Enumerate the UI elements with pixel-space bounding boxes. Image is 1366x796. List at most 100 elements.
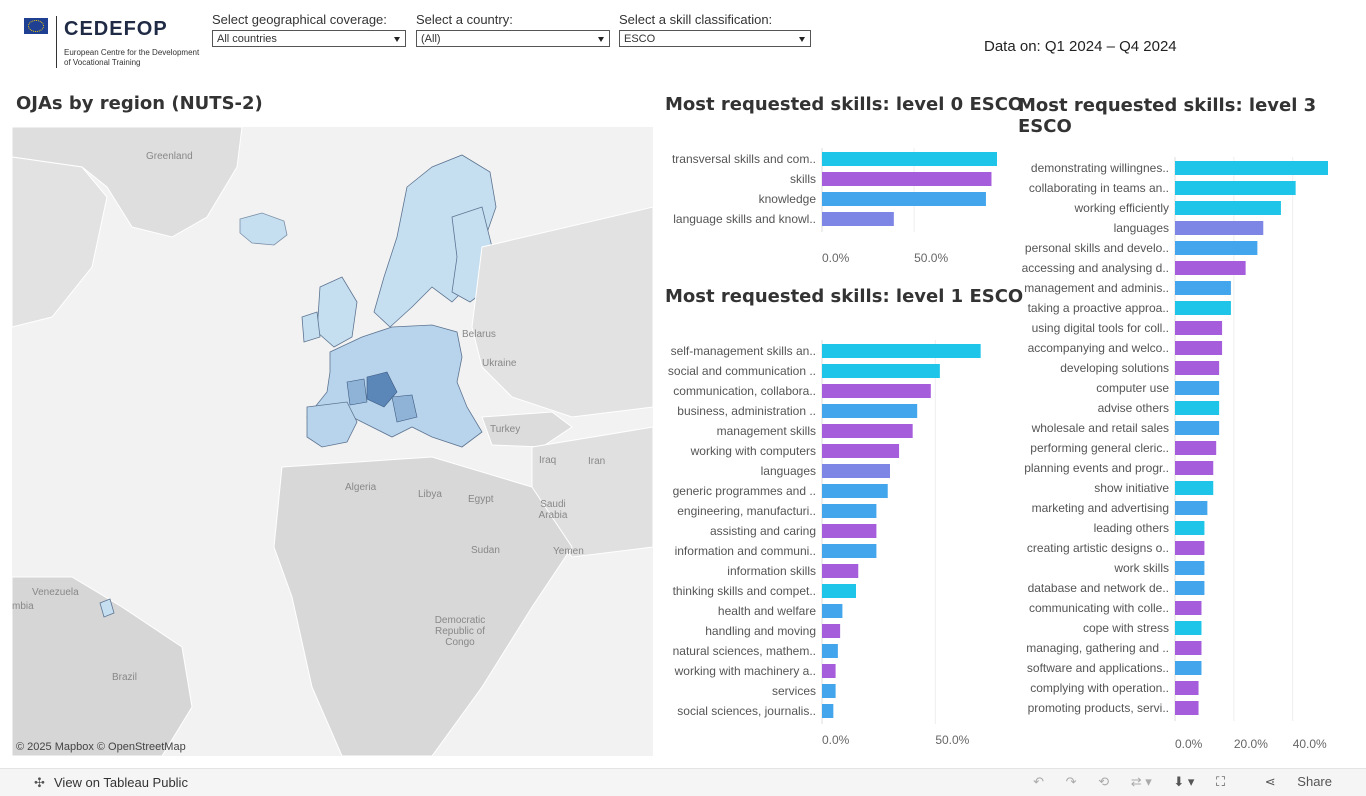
map-label-saudi-arabia: Saudi Arabia bbox=[538, 499, 568, 521]
category-label: languages bbox=[1114, 221, 1169, 235]
bar[interactable] bbox=[822, 704, 834, 718]
x-tick-label: 0.0% bbox=[822, 251, 850, 265]
category-label: management skills bbox=[717, 424, 816, 438]
bar[interactable] bbox=[1175, 161, 1328, 175]
map-label-turkey: Turkey bbox=[490, 424, 521, 435]
chart-level3[interactable]: 0.0% 20.0% 40.0% demonstrating willingnes..… bbox=[1008, 157, 1348, 757]
bar[interactable] bbox=[1175, 421, 1220, 435]
geo-coverage-filter: Select geographical coverage: All countr… bbox=[212, 12, 406, 47]
cedefop-logo: CEDEFOP European Centre for the Developm… bbox=[24, 16, 204, 70]
category-label: languages bbox=[761, 464, 816, 478]
bar[interactable] bbox=[822, 444, 900, 458]
bar[interactable] bbox=[1175, 681, 1199, 695]
x-tick-label: 50.0% bbox=[914, 251, 948, 265]
bar[interactable] bbox=[1175, 701, 1199, 715]
bar[interactable] bbox=[822, 484, 888, 498]
bar[interactable] bbox=[822, 544, 877, 558]
category-label: management and adminis.. bbox=[1024, 281, 1169, 295]
bar[interactable] bbox=[1175, 401, 1220, 415]
category-label: performing general cleric.. bbox=[1030, 441, 1169, 455]
map-label-egypt: Egypt bbox=[468, 494, 494, 505]
category-label: accompanying and welco.. bbox=[1028, 341, 1169, 355]
bar[interactable] bbox=[1175, 281, 1231, 295]
category-label: business, administration .. bbox=[677, 404, 816, 418]
bar[interactable] bbox=[1175, 181, 1296, 195]
bar[interactable] bbox=[822, 344, 981, 358]
bar[interactable] bbox=[1175, 581, 1205, 595]
bar[interactable] bbox=[1175, 501, 1208, 515]
bar[interactable] bbox=[822, 604, 843, 618]
bar[interactable] bbox=[822, 624, 841, 638]
bar[interactable] bbox=[1175, 601, 1202, 615]
bar[interactable] bbox=[1175, 221, 1264, 235]
bar[interactable] bbox=[1175, 621, 1202, 635]
bar[interactable] bbox=[1175, 441, 1217, 455]
bar[interactable] bbox=[822, 664, 836, 678]
refresh-icon[interactable]: ⇄ ▾ bbox=[1130, 774, 1152, 789]
bar[interactable] bbox=[822, 152, 997, 166]
revert-icon[interactable]: ⟲ bbox=[1098, 774, 1110, 789]
bar[interactable] bbox=[1175, 461, 1214, 475]
category-label: personal skills and develo.. bbox=[1025, 241, 1169, 255]
bar[interactable] bbox=[1175, 341, 1223, 355]
category-label: language skills and knowl.. bbox=[673, 212, 816, 226]
category-label: developing solutions bbox=[1060, 361, 1169, 375]
bar[interactable] bbox=[1175, 521, 1205, 535]
bar[interactable] bbox=[822, 504, 877, 518]
category-label: social and communication .. bbox=[668, 364, 816, 378]
bar[interactable] bbox=[822, 404, 918, 418]
skill-classification-select[interactable]: ESCO bbox=[619, 30, 811, 47]
category-label: assisting and caring bbox=[710, 524, 816, 538]
redo-icon[interactable]: ↷ bbox=[1065, 774, 1077, 789]
chart-level0[interactable]: 0.0% 50.0% transversal skills and com.. ski… bbox=[656, 148, 997, 265]
category-label: communication, collabora.. bbox=[673, 384, 816, 398]
map-canvas bbox=[12, 127, 653, 756]
bar[interactable] bbox=[1175, 381, 1220, 395]
bar[interactable] bbox=[1175, 321, 1223, 335]
bar[interactable] bbox=[822, 564, 859, 578]
bar[interactable] bbox=[822, 644, 838, 658]
category-label: marketing and advertising bbox=[1032, 501, 1169, 515]
region-map[interactable]: Greenland Belarus Ukraine Turkey Iraq Ir… bbox=[12, 127, 653, 756]
tableau-icon: ✣ bbox=[34, 775, 45, 790]
bar[interactable] bbox=[1175, 201, 1281, 215]
bar[interactable] bbox=[1175, 641, 1202, 655]
bar[interactable] bbox=[822, 424, 913, 438]
fullscreen-icon[interactable]: ⛶ bbox=[1216, 774, 1226, 789]
tableau-footer: ✣ View on Tableau Public ↶ ↷ ⟲ ⇄ ▾ ⬇ ▾ ⛶ … bbox=[0, 768, 1366, 796]
bar[interactable] bbox=[822, 464, 890, 478]
bar[interactable] bbox=[1175, 261, 1246, 275]
chart-level1[interactable]: 0.0% 50.0% self-management skills an.. soci… bbox=[656, 340, 996, 754]
bar[interactable] bbox=[1175, 561, 1205, 575]
download-icon[interactable]: ⬇ ▾ bbox=[1173, 774, 1195, 789]
bar[interactable] bbox=[822, 212, 894, 226]
bar[interactable] bbox=[822, 524, 877, 538]
view-on-tableau-link[interactable]: ✣ View on Tableau Public bbox=[34, 775, 188, 790]
geo-coverage-select[interactable]: All countries bbox=[212, 30, 406, 47]
bar[interactable] bbox=[822, 384, 931, 398]
geo-coverage-label: Select geographical coverage: bbox=[212, 12, 387, 27]
bar[interactable] bbox=[1175, 541, 1205, 555]
share-button[interactable]: ⋖ Share bbox=[1264, 774, 1332, 789]
bar[interactable] bbox=[1175, 301, 1231, 315]
bar[interactable] bbox=[1175, 481, 1214, 495]
chart-level0-svg: 0.0% 50.0% transversal skills and com.. ski… bbox=[672, 148, 997, 265]
bar[interactable] bbox=[822, 584, 856, 598]
bar[interactable] bbox=[1175, 241, 1258, 255]
category-label: collaborating in teams an.. bbox=[1029, 181, 1169, 195]
bar[interactable] bbox=[822, 684, 836, 698]
map-label-venezuela: Venezuela bbox=[32, 587, 79, 598]
map-attribution[interactable]: © 2025 Mapbox © OpenStreetMap bbox=[16, 741, 186, 753]
bar[interactable] bbox=[822, 364, 940, 378]
bar[interactable] bbox=[822, 192, 986, 206]
bar[interactable] bbox=[822, 172, 992, 186]
bar[interactable] bbox=[1175, 361, 1220, 375]
map-label-belarus: Belarus bbox=[462, 329, 496, 340]
toolbar: ↶ ↷ ⟲ ⇄ ▾ ⬇ ▾ ⛶ ⋖ Share bbox=[1015, 774, 1332, 790]
skill-classification-filter: Select a skill classification: ESCO bbox=[619, 12, 813, 47]
x-tick-label: 0.0% bbox=[1175, 737, 1203, 751]
country-select[interactable]: (All) bbox=[416, 30, 610, 47]
bar[interactable] bbox=[1175, 661, 1202, 675]
undo-icon[interactable]: ↶ bbox=[1033, 774, 1045, 789]
chart-level1-svg: 0.0% 50.0% self-management skills an.. soci… bbox=[668, 340, 981, 747]
